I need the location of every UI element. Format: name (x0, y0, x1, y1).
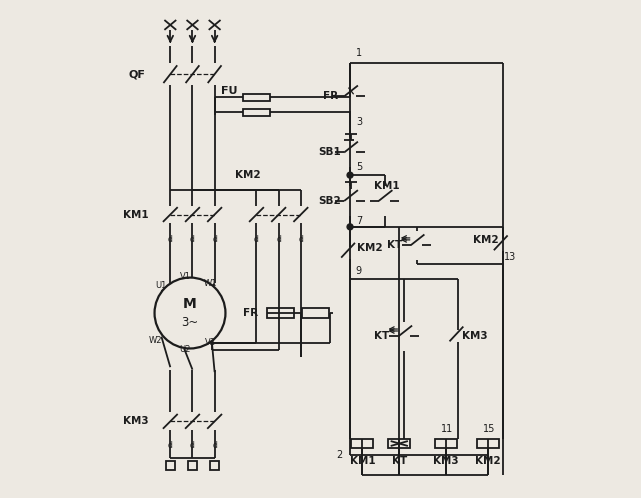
Text: U1: U1 (154, 281, 166, 290)
Text: SB1: SB1 (318, 147, 341, 157)
Bar (267, 308, 294, 318)
Text: 3: 3 (356, 117, 362, 127)
Text: 9: 9 (356, 265, 362, 276)
Text: 13: 13 (503, 252, 516, 262)
Text: SB2: SB2 (318, 196, 341, 206)
Text: KT: KT (374, 331, 390, 342)
Text: M: M (183, 297, 197, 311)
Bar (477, 439, 499, 448)
Text: W2: W2 (149, 336, 162, 345)
Bar (351, 439, 374, 448)
Text: d: d (168, 442, 172, 451)
Text: 15: 15 (483, 424, 495, 434)
Text: 11: 11 (441, 424, 453, 434)
Bar (188, 461, 197, 470)
Text: d: d (254, 235, 259, 244)
Text: KM1: KM1 (123, 210, 149, 220)
Text: 7: 7 (356, 216, 362, 226)
Circle shape (347, 172, 353, 178)
Bar (166, 461, 175, 470)
Text: d: d (276, 235, 281, 244)
Text: QF: QF (128, 69, 146, 79)
Text: KM2: KM2 (357, 243, 383, 253)
Text: d: d (298, 235, 303, 244)
Text: FU: FU (221, 87, 237, 97)
Text: FR: FR (323, 91, 338, 101)
Bar (303, 308, 329, 318)
Text: W1: W1 (204, 279, 217, 288)
Bar (435, 439, 457, 448)
Text: V2: V2 (205, 338, 216, 347)
Text: KM3: KM3 (123, 416, 149, 426)
Text: FR: FR (243, 308, 258, 318)
Text: KM1: KM1 (374, 181, 400, 191)
Text: d: d (190, 235, 195, 244)
Bar (243, 94, 270, 101)
Text: 1: 1 (356, 48, 362, 58)
Text: d: d (168, 235, 172, 244)
Text: KT: KT (392, 456, 407, 466)
Text: KM2: KM2 (473, 236, 499, 246)
Text: U2: U2 (179, 345, 191, 354)
Bar (210, 461, 219, 470)
Text: KM3: KM3 (462, 331, 488, 342)
Text: d: d (212, 442, 217, 451)
Circle shape (154, 277, 226, 349)
Text: d: d (190, 442, 195, 451)
Text: V1: V1 (179, 272, 190, 281)
Text: 5: 5 (356, 162, 362, 172)
Text: KM1: KM1 (349, 456, 375, 466)
Text: KM2: KM2 (475, 456, 501, 466)
Text: KM3: KM3 (433, 456, 459, 466)
Text: d: d (212, 235, 217, 244)
Bar (388, 439, 410, 448)
Circle shape (347, 224, 353, 230)
Bar (243, 109, 270, 116)
Text: KT: KT (387, 241, 402, 250)
Text: 2: 2 (336, 450, 342, 460)
Text: KM2: KM2 (235, 170, 260, 180)
Text: 3~: 3~ (181, 316, 199, 329)
